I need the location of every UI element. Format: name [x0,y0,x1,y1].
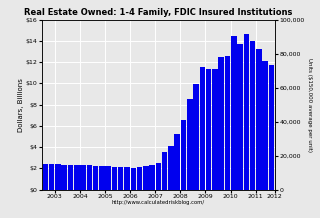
Bar [112,167,117,190]
Bar [262,61,268,190]
Bar [74,165,80,190]
Bar [237,44,243,190]
Bar [256,49,262,190]
Bar [93,166,98,190]
Bar [200,67,205,190]
Bar [124,167,130,190]
Bar [118,167,124,190]
Bar [105,166,111,190]
Bar [68,165,73,190]
Bar [61,165,67,190]
Bar [43,164,48,190]
Bar [87,165,92,190]
Bar [131,168,136,190]
Y-axis label: Units ($150,000 average per unit): Units ($150,000 average per unit) [308,58,312,152]
Bar [149,165,155,190]
Bar [137,167,142,190]
Bar [225,56,230,190]
Bar [181,119,186,190]
Y-axis label: Dollars, Billions: Dollars, Billions [18,78,24,132]
Bar [193,84,199,190]
Bar [231,36,236,190]
Bar [156,163,161,190]
Bar [250,41,255,190]
Bar [244,34,249,190]
Bar [187,99,193,190]
Bar [212,68,218,190]
Bar [80,165,86,190]
Bar [168,146,174,190]
Bar [99,166,105,190]
Bar [174,134,180,190]
Bar [269,65,274,190]
Bar [206,68,212,190]
X-axis label: http://www.calculatedriskblog.com/: http://www.calculatedriskblog.com/ [112,200,205,205]
Bar [162,152,167,190]
Bar [49,164,54,190]
Bar [219,57,224,190]
Bar [143,166,148,190]
Bar [55,164,61,190]
Title: Real Estate Owned: 1-4 Family, FDIC Insured Institutions: Real Estate Owned: 1-4 Family, FDIC Insu… [24,9,292,17]
